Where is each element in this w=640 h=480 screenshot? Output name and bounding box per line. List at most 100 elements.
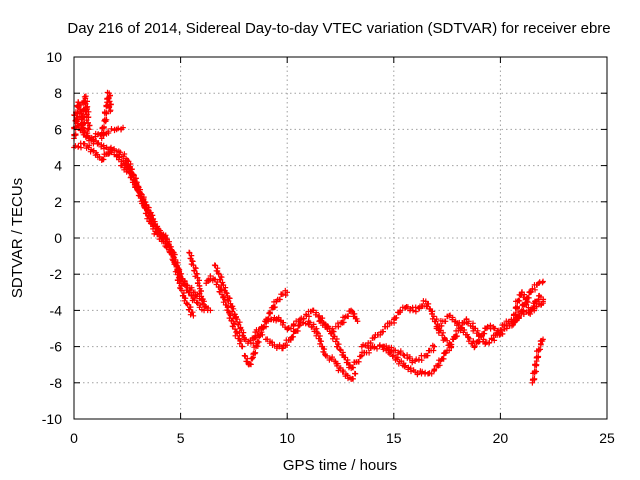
data-point xyxy=(540,278,546,285)
trace-marks xyxy=(306,319,320,335)
data-point xyxy=(190,313,197,319)
data-point xyxy=(284,289,290,296)
trace-marks xyxy=(310,307,322,320)
trace-marks xyxy=(372,332,383,338)
trace-marks xyxy=(297,319,312,327)
y-axis-label: SDTVAR / TECUs xyxy=(9,178,26,298)
series-trace-9 xyxy=(203,273,246,350)
series-trace-3 xyxy=(98,89,114,142)
data-point xyxy=(410,307,416,314)
trace-marks xyxy=(397,304,409,315)
series-trace-12 xyxy=(263,318,359,382)
data-point xyxy=(371,334,378,341)
data-point xyxy=(348,307,354,314)
x-tick-label: 10 xyxy=(279,430,295,446)
y-tick-label: 10 xyxy=(46,49,62,65)
data-point xyxy=(239,343,246,350)
trace-marks xyxy=(535,294,547,303)
trace-marks xyxy=(402,362,417,375)
trace-marks xyxy=(338,347,353,371)
series-trace-7 xyxy=(186,249,214,314)
trace-marks xyxy=(119,162,132,175)
y-tick-label: 4 xyxy=(54,158,62,174)
trace-marks xyxy=(419,368,428,377)
data-point xyxy=(107,108,114,115)
trace-marks xyxy=(349,370,358,382)
data-point xyxy=(401,352,408,359)
trace-marks xyxy=(282,287,289,298)
data-point xyxy=(354,318,361,325)
trace-marks xyxy=(359,345,374,356)
trace-marks xyxy=(360,342,371,349)
trace-marks xyxy=(324,353,335,363)
trace-marks xyxy=(220,282,230,297)
series-trace-13 xyxy=(316,318,438,372)
x-axis-label: GPS time / hours xyxy=(283,457,397,474)
series-trace-10 xyxy=(241,287,290,368)
trace-marks xyxy=(531,361,540,375)
trace-marks xyxy=(273,314,282,324)
data-point xyxy=(207,307,214,314)
data-point xyxy=(175,267,182,274)
trace-marks xyxy=(524,288,534,301)
series-trace-6 xyxy=(118,162,208,314)
trace-marks xyxy=(95,140,110,152)
data-point xyxy=(401,363,408,370)
trace-marks xyxy=(328,328,343,353)
data-point xyxy=(352,370,359,377)
x-tick-label: 25 xyxy=(599,430,615,446)
trace-marks xyxy=(536,341,544,353)
trace-marks xyxy=(101,102,111,123)
trace-marks xyxy=(226,312,240,335)
trace-marks xyxy=(86,134,99,147)
trace-marks xyxy=(149,216,162,235)
grid-layer xyxy=(74,57,607,419)
trace-marks xyxy=(349,353,364,371)
chart-title: Day 216 of 2014, Sidereal Day-to-day VTE… xyxy=(67,20,610,37)
data-point xyxy=(529,285,536,292)
trace-marks xyxy=(186,250,196,267)
data-point xyxy=(516,313,523,319)
trace-marks xyxy=(194,274,203,289)
trace-marks xyxy=(144,204,156,221)
trace-marks xyxy=(537,337,546,344)
trace-marks xyxy=(99,118,109,139)
trace-marks xyxy=(249,334,259,347)
trace-marks xyxy=(531,282,540,293)
series-trace-16 xyxy=(433,278,546,351)
trace-marks xyxy=(204,305,211,314)
trace-marks xyxy=(176,268,188,287)
data-point xyxy=(535,280,542,287)
trace-marks xyxy=(381,343,396,360)
trace-marks xyxy=(424,342,437,359)
trace-marks xyxy=(253,327,264,333)
x-tick-label: 20 xyxy=(493,430,509,446)
y-tick-label: -8 xyxy=(50,375,63,391)
trace-marks xyxy=(191,265,200,280)
y-tick-label: 8 xyxy=(54,85,62,101)
trace-marks xyxy=(305,308,314,320)
trace-marks xyxy=(384,320,397,327)
data-point xyxy=(280,291,286,297)
tick-layer: 0 5 10 15 20 25 -10 -8 -6 -4 -2 0 2 4 6 8 10 xyxy=(42,49,615,446)
trace-marks xyxy=(115,125,124,133)
trace-marks xyxy=(210,275,216,284)
y-tick-label: -10 xyxy=(42,411,62,427)
trace-marks xyxy=(405,304,416,314)
trace-marks xyxy=(536,279,546,286)
x-tick-label: 15 xyxy=(386,430,402,446)
trace-marks xyxy=(243,336,254,346)
trace-marks xyxy=(414,368,424,378)
trace-marks xyxy=(162,236,174,253)
trace-marks xyxy=(463,316,476,329)
trace-marks xyxy=(289,322,302,340)
data-point xyxy=(94,141,101,147)
trace-marks xyxy=(290,318,302,329)
trace-marks xyxy=(247,355,256,368)
data-point xyxy=(431,343,438,350)
trace-marks xyxy=(487,322,497,332)
y-tick-label: -2 xyxy=(50,266,63,282)
trace-marks xyxy=(204,276,214,284)
